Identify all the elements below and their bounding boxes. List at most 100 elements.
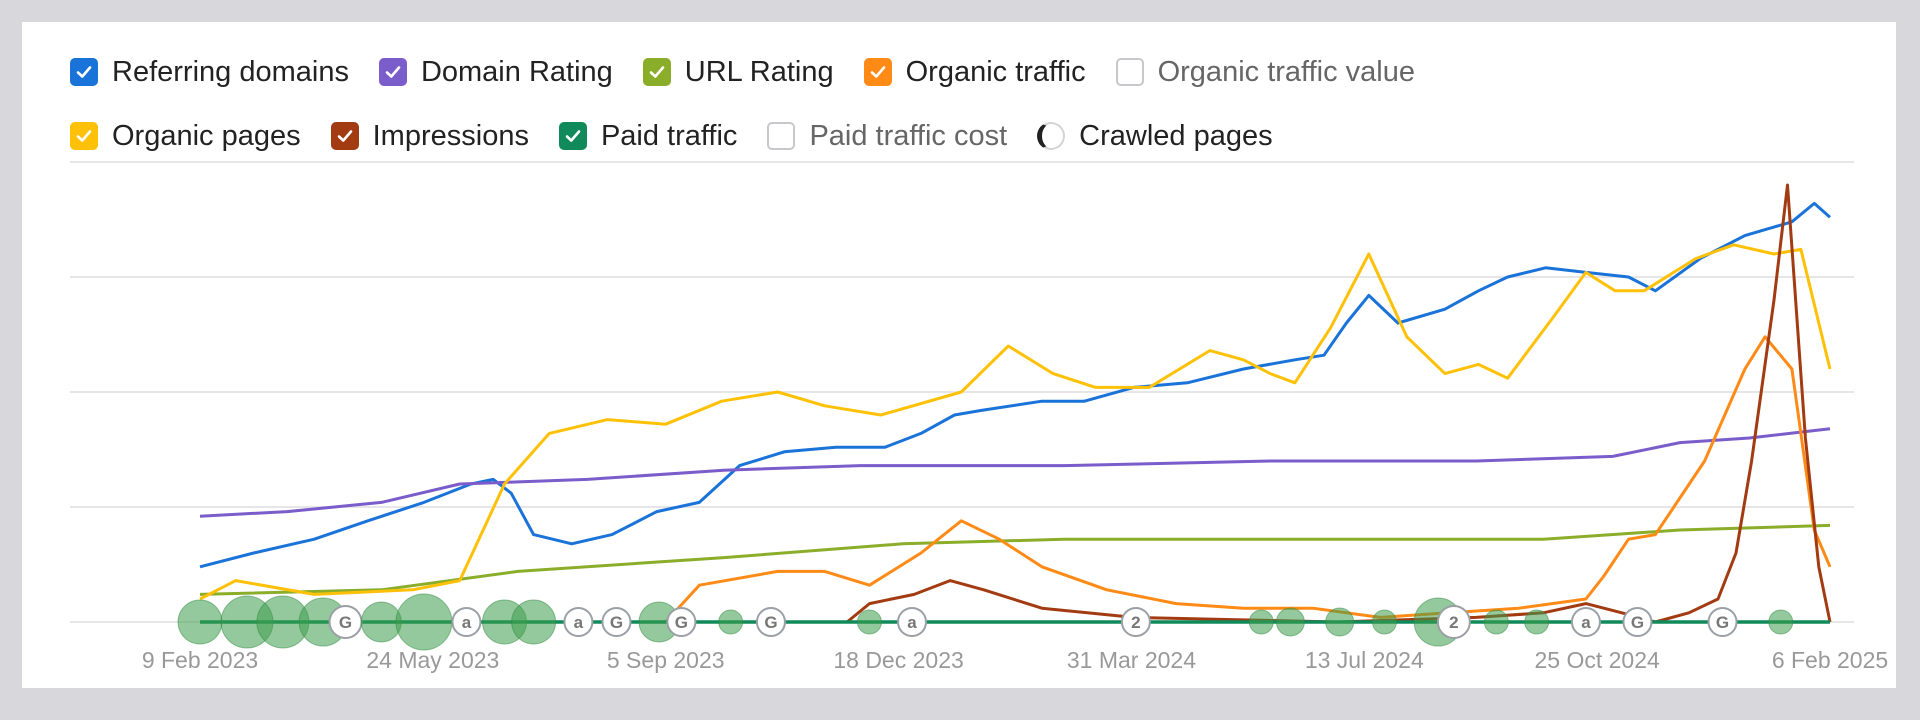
annotation-marker-circle (1325, 607, 1355, 637)
legend-item-organic-pages[interactable]: Organic pages (70, 120, 301, 153)
annotation-marker-circle (395, 593, 453, 651)
legend-item-paid-traffic[interactable]: Paid traffic (558, 119, 738, 153)
legend-label: URL Rating (684, 55, 834, 88)
annotation-marker: G (755, 607, 786, 637)
x-tick-label: 6 Feb 2025 (1772, 647, 1888, 673)
legend-item-organic-traffic[interactable]: Organic traffic (863, 55, 1086, 89)
checkbox-unchecked-icon[interactable] (1115, 58, 1144, 86)
legend-item-referring-domains[interactable]: Referring domains (70, 56, 349, 89)
annotation-marker-circle (856, 609, 882, 635)
x-tick-label: 25 Oct 2024 (1534, 647, 1660, 673)
annotation-marker (395, 593, 453, 651)
annotation-marker (856, 609, 882, 635)
annotation-marker: a (563, 607, 594, 637)
radio-icon[interactable] (1037, 122, 1066, 150)
annotation-marker-circle (1524, 609, 1550, 635)
checkbox-checked-icon[interactable] (378, 58, 407, 86)
legend-label: Organic pages (112, 119, 301, 152)
annotation-marker-circle (718, 609, 744, 635)
annotation-marker-label: G (1716, 613, 1729, 632)
legend-item-domain-rating[interactable]: Domain Rating (378, 55, 613, 89)
checkbox-checked-icon[interactable] (70, 58, 98, 86)
series-line-organic-pages (199, 243, 1832, 601)
chart-card: Referring domains Domain Rating URL Rating… (22, 22, 1896, 688)
annotation-marker-label: G (610, 613, 623, 632)
annotation-marker-label: a (1581, 613, 1591, 632)
checkbox-checked-icon[interactable] (70, 122, 98, 150)
annotation-marker-circle (1248, 609, 1274, 635)
annotation-marker-label: G (675, 613, 688, 632)
annotation-marker-circle (177, 599, 223, 645)
legend-label: Paid traffic (600, 119, 738, 152)
annotation-marker-label: a (462, 613, 472, 632)
annotation-marker-circle (897, 607, 928, 637)
checkbox-checked-icon[interactable] (642, 58, 671, 86)
checkbox-checked-icon[interactable] (863, 58, 892, 86)
annotation-marker (360, 601, 402, 643)
annotation-marker-circle (511, 599, 557, 645)
legend-item-organic-traffic-value[interactable]: Organic traffic value (1115, 55, 1415, 89)
x-tick-label: 13 Jul 2024 (1305, 647, 1424, 673)
series-line-domain-rating (199, 427, 1831, 518)
series-line-url-rating (199, 523, 1831, 596)
annotation-marker (1325, 607, 1355, 637)
annotation-marker-circle (451, 607, 482, 637)
annotation-marker-label: G (339, 613, 352, 632)
annotation-marker-circle (1371, 609, 1397, 635)
legend-row: Organic pages Impressions Paid traffic Paid… (70, 104, 1870, 168)
legend-label: Paid traffic cost (809, 119, 1008, 152)
annotation-marker (1768, 609, 1794, 635)
checkbox-checked-icon[interactable] (330, 122, 359, 150)
annotation-marker-circle (1120, 607, 1151, 637)
annotation-marker-label: 2 (1131, 613, 1140, 632)
checkbox-unchecked-icon[interactable] (767, 122, 796, 150)
series-line-organic-traffic (200, 335, 1832, 624)
legend-label: Organic traffic (905, 55, 1086, 88)
legend-row: Referring domains Domain Rating URL Rating… (70, 40, 1870, 104)
legend-label: Domain Rating (420, 55, 613, 88)
annotation-marker: G (601, 607, 632, 637)
annotation-marker: G (1707, 607, 1738, 637)
legend-item-paid-traffic-cost[interactable]: Paid traffic cost (767, 120, 1007, 153)
x-tick-label: 31 Mar 2024 (1067, 647, 1196, 673)
annotation-marker-circle (1436, 605, 1471, 639)
annotation-marker: a (897, 607, 928, 637)
annotation-marker-label: G (764, 613, 777, 632)
annotation-marker-label: a (574, 613, 584, 632)
x-tick-label: 9 Feb 2023 (142, 647, 258, 673)
annotation-marker (1275, 607, 1305, 637)
annotation-marker-circle (601, 607, 632, 637)
annotation-marker-circle (1768, 609, 1794, 635)
legend-label: Referring domains (112, 55, 349, 88)
series-line-impressions (200, 183, 1832, 624)
x-tick-label: 18 Dec 2023 (833, 647, 963, 673)
annotation-marker (1371, 609, 1397, 635)
annotation-marker-circle (755, 607, 786, 637)
legend-label: Crawled pages (1079, 119, 1273, 152)
annotation-marker: a (451, 607, 482, 637)
annotation-marker-circle (360, 601, 402, 643)
annotation-marker: G (328, 605, 363, 639)
annotation-marker (1248, 609, 1274, 635)
annotation-marker (1524, 609, 1550, 635)
chart-legend: Referring domains Domain Rating URL Rating… (70, 40, 1870, 168)
annotation-marker: 2 (1120, 607, 1151, 637)
checkbox-checked-icon[interactable] (558, 122, 587, 150)
legend-label: Organic traffic value (1157, 55, 1415, 88)
annotation-marker-circle (666, 607, 697, 637)
annotation-marker-circle (1707, 607, 1738, 637)
series-line-referring-domains (199, 201, 1831, 569)
legend-item-url-rating[interactable]: URL Rating (642, 55, 834, 89)
annotation-marker (1483, 609, 1509, 635)
legend-label: Impressions (372, 119, 529, 152)
annotation-marker-circle (1275, 607, 1305, 637)
x-tick-label: 5 Sep 2023 (607, 647, 725, 673)
annotation-marker (511, 599, 557, 645)
legend-item-impressions[interactable]: Impressions (330, 119, 529, 153)
annotation-marker: G (666, 607, 697, 637)
legend-item-crawled-pages[interactable]: Crawled pages (1037, 119, 1273, 153)
annotation-marker-circle (563, 607, 594, 637)
annotation-marker: a (1570, 607, 1601, 637)
annotation-marker: G (1622, 607, 1653, 637)
